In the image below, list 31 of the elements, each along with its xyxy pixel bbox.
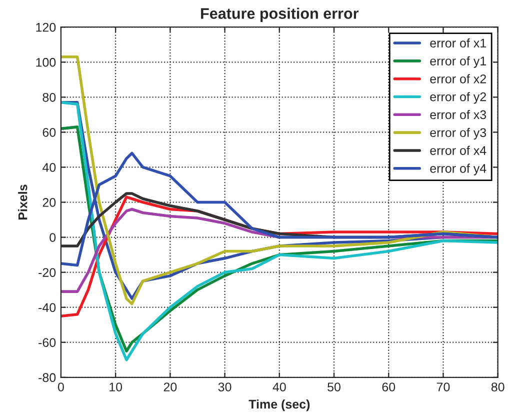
y-tick-label: 40 (42, 163, 56, 172)
legend-label: error of x4 (430, 146, 486, 155)
x-tick-label: 50 (328, 382, 340, 392)
legend-label: error of y4 (430, 164, 486, 176)
y-tick-label: 100 (36, 58, 56, 67)
y-tick-label: -60 (38, 338, 56, 348)
x-tick-label: 70 (436, 382, 450, 392)
x-axis-title: Time (sec) (248, 399, 310, 412)
y-tick-label: -80 (38, 373, 56, 382)
legend-label: error of y2 (430, 92, 486, 104)
x-tick-label: 20 (164, 382, 177, 392)
x-tick-label: 30 (218, 382, 232, 392)
y-tick-label: 60 (42, 128, 56, 137)
y-tick-label: -20 (38, 268, 56, 277)
x-tick-label: 80 (491, 382, 504, 392)
legend-label: error of x2 (430, 74, 486, 84)
x-tick-label: 40 (272, 382, 286, 392)
legend-label: error of x1 (430, 38, 486, 48)
x-tick-label: 0 (58, 382, 64, 392)
x-tick-label: 60 (382, 382, 396, 392)
y-tick-label: -40 (38, 303, 56, 312)
legend-label: error of x3 (430, 110, 486, 120)
legend-label: error of y1 (430, 56, 486, 68)
y-axis-title: Pixels (18, 184, 28, 220)
chart-title: Feature position error (201, 8, 359, 22)
legend-label: error of y3 (430, 128, 486, 140)
y-tick-label: 0 (50, 233, 56, 242)
y-tick-label: 80 (42, 92, 56, 102)
y-tick-label: 20 (42, 198, 56, 207)
y-tick-label: 120 (36, 22, 56, 32)
x-tick-label: 10 (110, 382, 122, 392)
